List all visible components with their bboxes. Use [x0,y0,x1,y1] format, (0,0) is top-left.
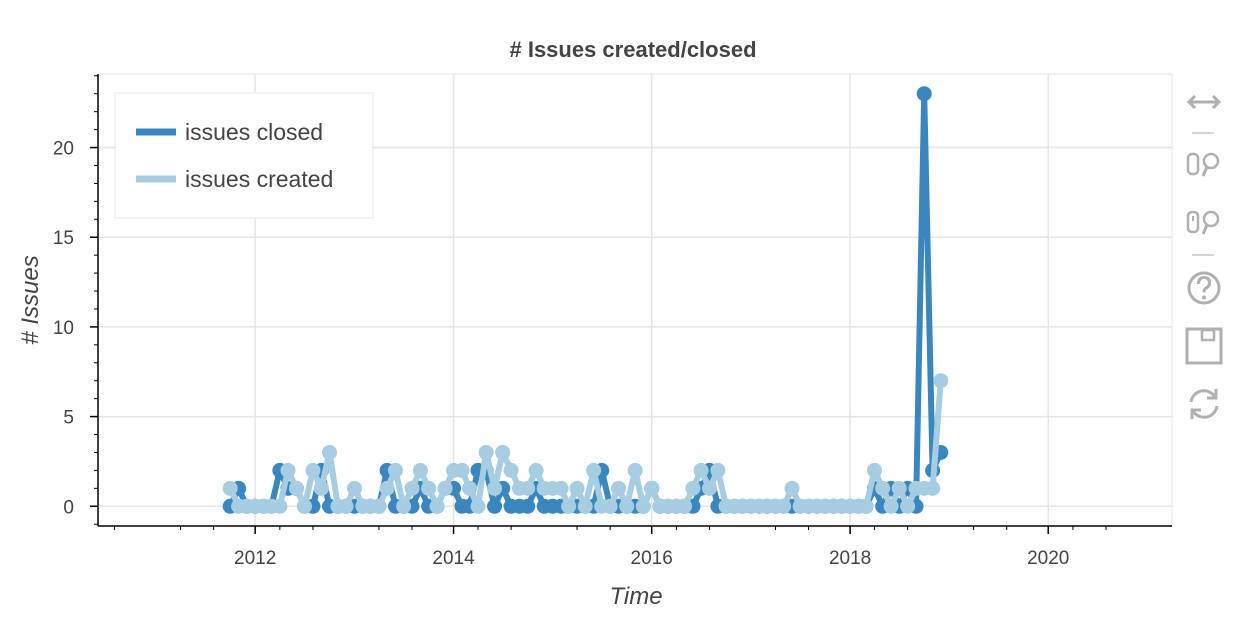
data-point [379,480,395,496]
data-point [586,462,602,478]
chart-title: # Issues created/closed [509,37,756,62]
series-issues-created [222,373,949,514]
data-point [288,480,304,496]
save-icon [1185,327,1223,365]
reset-icon [1189,389,1219,419]
reset-tool[interactable] [1180,380,1228,428]
legend: issues closed issues created [114,92,374,219]
data-point [222,480,238,496]
data-point [520,498,536,514]
data-point [784,480,800,496]
y-tick-label: 15 [53,228,74,249]
data-point [677,498,693,514]
plot-area [222,86,949,514]
x-tick-label: 2012 [234,548,276,569]
data-point [520,480,536,496]
save-tool[interactable] [1180,322,1228,370]
data-point [487,480,503,496]
help-tool[interactable] [1180,264,1228,312]
legend-box [114,92,374,219]
data-point [272,498,288,514]
box-zoom-icon [1186,152,1220,177]
data-point [916,86,932,102]
x-tick-label: 2016 [631,548,673,569]
data-point [346,480,362,496]
data-point [528,462,544,478]
data-point [478,444,494,460]
data-point [322,444,338,460]
x-tick-label: 2018 [829,548,871,569]
data-point [313,480,329,496]
data-point [487,498,503,514]
data-point [454,462,470,478]
box-zoom-tool[interactable] [1180,140,1228,188]
x-axis-label: Time [609,583,662,610]
data-point [619,498,635,514]
y-tick-label: 5 [63,408,74,429]
toolbar-separator [1192,132,1214,134]
wheel-zoom-icon [1186,210,1220,235]
data-point [858,498,874,514]
data-point [569,480,585,496]
y-tick-label: 20 [53,139,74,160]
data-point [710,462,726,478]
data-point [602,498,618,514]
data-point [883,498,899,514]
data-point [685,480,701,496]
toolbar-separator [1192,254,1214,256]
data-point [338,498,354,514]
data-point [387,462,403,478]
data-point [429,498,445,514]
data-point [396,498,412,514]
data-point [693,462,709,478]
data-point [611,480,627,496]
data-point [553,480,569,496]
data-point [925,480,941,496]
data-point [702,480,718,496]
data-point [280,462,296,478]
pan-arrows-icon [1186,94,1222,110]
data-point [627,462,643,478]
data-point [644,480,660,496]
data-point [891,480,907,496]
legend-label: issues created [185,166,333,192]
data-point [462,480,478,496]
x-tick-label: 2020 [1027,548,1069,569]
data-point [437,480,453,496]
data-point [412,462,428,478]
data-point [635,498,651,514]
data-point [900,498,916,514]
data-point [305,462,321,478]
pan-tool[interactable] [1180,78,1228,126]
x-tick-label: 2014 [432,548,475,569]
data-point [297,498,313,514]
data-point [933,373,949,389]
series-line [227,377,944,510]
data-point [495,444,511,460]
data-point [371,498,387,514]
data-point [404,480,420,496]
data-point [776,498,792,514]
data-point [875,480,891,496]
data-point [561,498,577,514]
data-point [503,462,519,478]
data-point [421,480,437,496]
wheel-zoom-tool[interactable] [1180,198,1228,246]
axes: 2012 2014 2016 2018 2020 0 5 10 15 20 [53,74,1172,569]
y-tick-label: 10 [53,318,74,339]
data-point [577,498,593,514]
data-point [470,498,486,514]
y-tick-label: 0 [63,497,74,518]
data-point [867,462,883,478]
help-icon [1187,271,1221,305]
legend-label: issues closed [185,119,323,145]
y-axis-label: # Issues [17,255,44,344]
chart-toolbar [1176,78,1232,438]
